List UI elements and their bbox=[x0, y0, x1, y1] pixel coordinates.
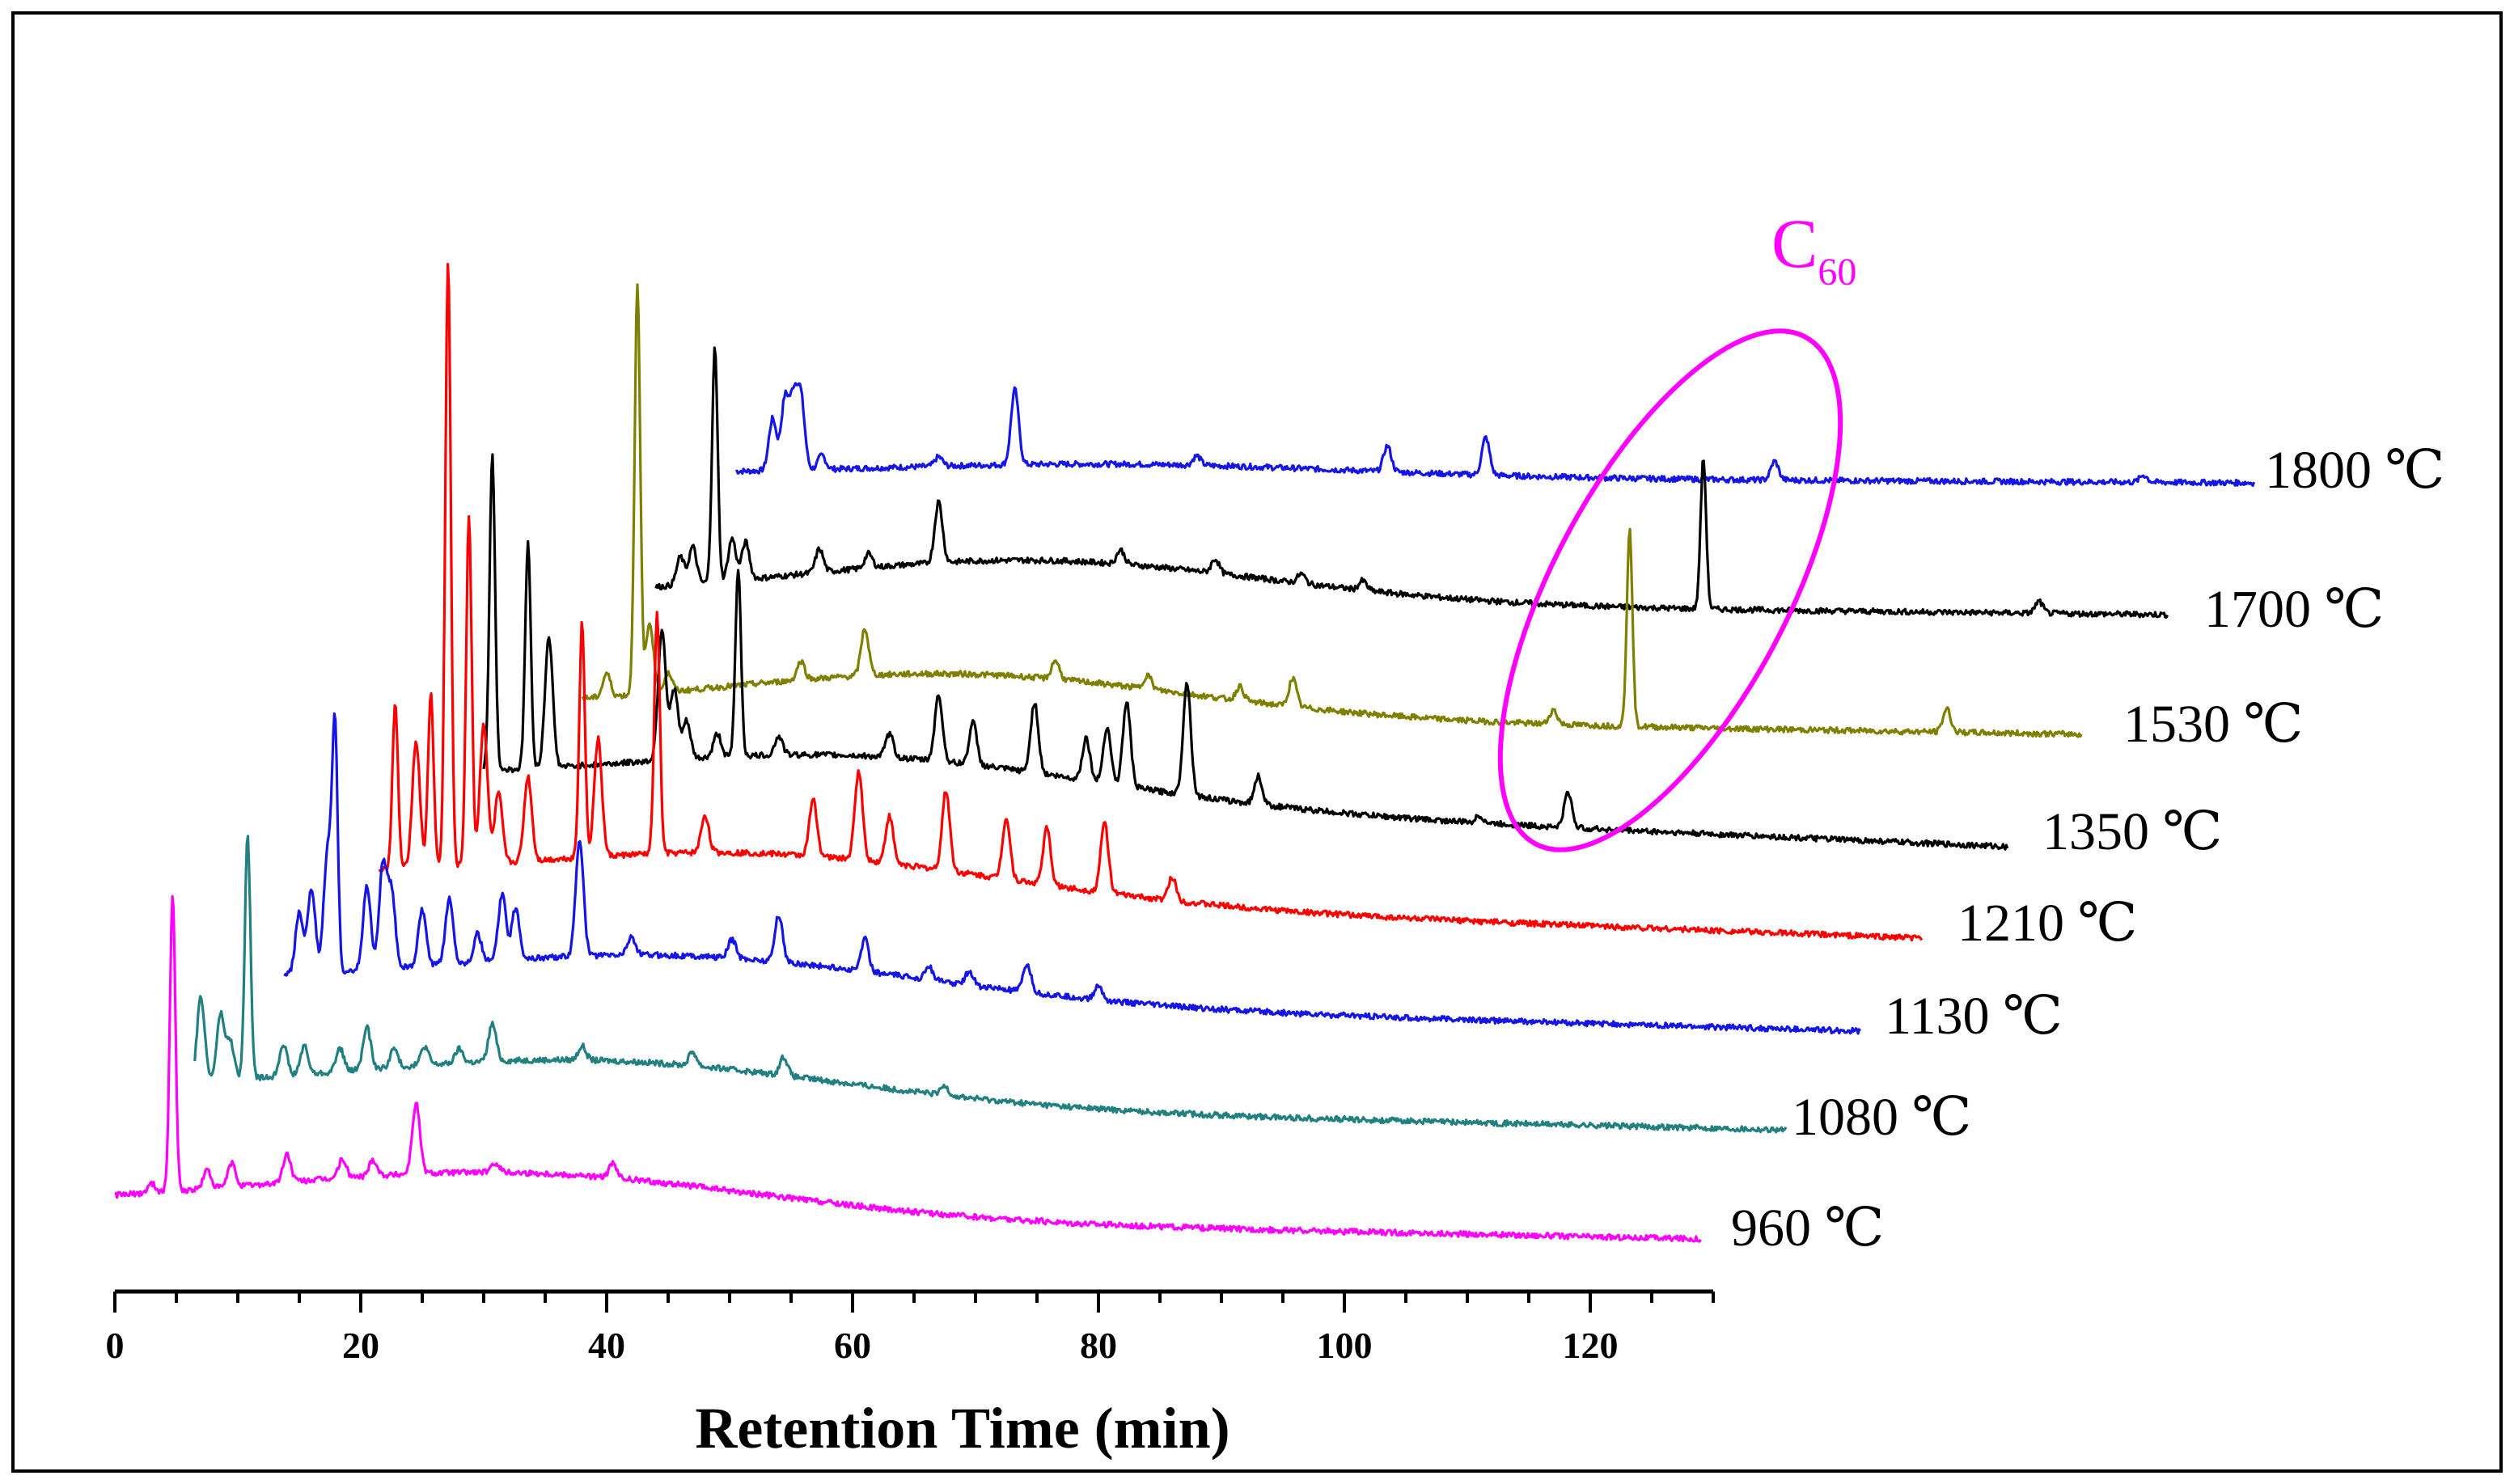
c60-label-main: C bbox=[1771, 205, 1818, 282]
x-tick-label: 100 bbox=[1317, 1325, 1373, 1366]
series-label: 1530 ℃ bbox=[2123, 695, 2303, 754]
series-line-1130 bbox=[283, 712, 1862, 1035]
series-label: 1210 ℃ bbox=[1957, 894, 2137, 953]
x-tick-label: 0 bbox=[106, 1325, 125, 1366]
series-label: 1130 ℃ bbox=[1885, 987, 2063, 1046]
c60-ellipse bbox=[1497, 328, 1843, 852]
series-line-960 bbox=[114, 894, 1702, 1243]
series-group: 1800 ℃ 1700 ℃ 1530 ℃ 1350 ℃ 1210 ℃ 1130 ℃ 1080… bbox=[114, 263, 2444, 1258]
series-line-1080 bbox=[193, 835, 1788, 1134]
series-line-1350 bbox=[482, 453, 2009, 851]
series-line-1700 bbox=[654, 346, 2169, 619]
series-line-1210 bbox=[378, 263, 1924, 942]
series-line-1530 bbox=[581, 283, 2083, 738]
x-tick-label: 120 bbox=[1563, 1325, 1619, 1366]
c60-label-sub: 60 bbox=[1818, 251, 1856, 294]
figure-border bbox=[11, 11, 2503, 1473]
c60-annotation: C60 bbox=[1497, 205, 1856, 852]
c60-label: C60 bbox=[1771, 205, 1856, 294]
series-label: 1350 ℃ bbox=[2042, 802, 2222, 861]
series-label: 960 ℃ bbox=[1731, 1199, 1884, 1258]
x-tick-label: 20 bbox=[342, 1325, 379, 1366]
x-axis: 0 20 40 60 80 100 120 bbox=[106, 1289, 1715, 1366]
x-tick-label: 40 bbox=[588, 1325, 625, 1366]
series-label: 1700 ℃ bbox=[2204, 580, 2384, 639]
x-tick-label: 60 bbox=[834, 1325, 871, 1366]
series-label: 1080 ℃ bbox=[1792, 1088, 1971, 1147]
x-axis-title: Retention Time (min) bbox=[695, 1396, 1229, 1461]
x-tick-label: 80 bbox=[1080, 1325, 1117, 1366]
series-label: 1800 ℃ bbox=[2265, 441, 2444, 500]
series-line-1800 bbox=[734, 382, 2256, 487]
